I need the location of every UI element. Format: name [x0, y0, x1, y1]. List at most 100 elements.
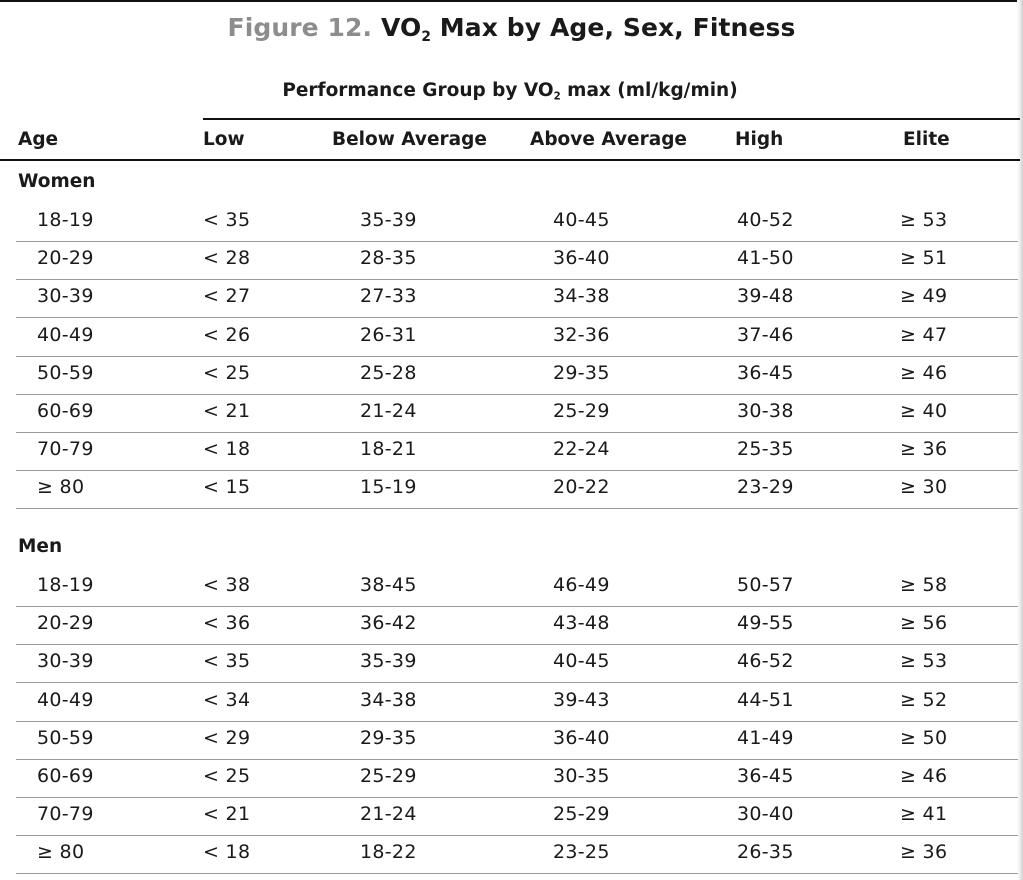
- cell-below-average: 27-33: [360, 285, 417, 308]
- cell-age: 30-39: [37, 650, 94, 673]
- cell-above-average: 30-35: [553, 765, 610, 787]
- row-divider: [16, 873, 1018, 874]
- header-rule: [0, 159, 1020, 161]
- cell-low: < 18: [203, 841, 251, 864]
- cell-above-average: 43-48: [553, 612, 610, 635]
- header-below-average: Below Average: [332, 129, 487, 150]
- cell-below-average: 25-28: [360, 361, 417, 384]
- top-border: [0, 0, 1023, 2]
- cell-above-average: 36-40: [553, 726, 610, 749]
- cell-below-average: 18-22: [360, 841, 417, 864]
- cell-above-average: 46-49: [553, 574, 610, 596]
- row-divider: [16, 508, 1018, 509]
- cell-low: < 26: [203, 323, 251, 346]
- cell-age: ≥ 80: [37, 841, 85, 864]
- page-edge-shadow: [1017, 0, 1023, 880]
- cell-high: 41-50: [737, 247, 794, 270]
- cell-below-average: 26-31: [360, 323, 417, 346]
- figure-label: Figure 12.: [227, 13, 373, 42]
- cell-elite: ≥ 58: [900, 574, 948, 596]
- cell-above-average: 32-36: [553, 323, 610, 346]
- cell-high: 46-52: [737, 650, 794, 673]
- cell-below-average: 28-35: [360, 247, 417, 270]
- table-row: 40-49 < 34 34-38 39-43 44-51 ≥ 52: [0, 689, 1023, 727]
- cell-low: < 27: [203, 285, 251, 308]
- cell-high: 23-29: [737, 476, 794, 499]
- cell-high: 26-35: [737, 841, 794, 864]
- figure-title: Figure 12. VO2 Max by Age, Sex, Fitness: [0, 13, 1023, 45]
- cell-age: 18-19: [37, 574, 94, 596]
- header-high: High: [735, 129, 784, 150]
- cell-elite: ≥ 51: [900, 247, 948, 270]
- header-elite: Elite: [903, 129, 950, 150]
- header-low: Low: [203, 129, 245, 150]
- cell-above-average: 25-29: [553, 400, 610, 422]
- row-divider: [16, 759, 1018, 760]
- row-divider: [16, 317, 1018, 318]
- cell-high: 36-45: [737, 765, 794, 787]
- table-row: 18-19 < 38 38-45 46-49 50-57 ≥ 58: [0, 574, 1023, 612]
- cell-below-average: 21-24: [360, 400, 417, 422]
- cell-below-average: 18-21: [360, 438, 417, 461]
- cell-elite: ≥ 52: [900, 688, 948, 711]
- cell-elite: ≥ 49: [900, 285, 948, 308]
- table-row: 30-39 < 35 35-39 40-45 46-52 ≥ 53: [0, 650, 1023, 688]
- cell-age: 20-29: [37, 612, 94, 635]
- cell-above-average: 39-43: [553, 688, 610, 711]
- table-row: 20-29 < 36 36-42 43-48 49-55 ≥ 56: [0, 612, 1023, 650]
- figure-title-text: VO2 Max by Age, Sex, Fitness: [381, 13, 796, 45]
- cell-elite: ≥ 53: [900, 209, 948, 231]
- cell-low: < 25: [203, 361, 251, 384]
- header-age: Age: [18, 129, 59, 150]
- cell-below-average: 25-29: [360, 765, 417, 787]
- cell-low: < 21: [203, 400, 251, 422]
- row-divider: [16, 279, 1018, 280]
- cell-age: 40-49: [37, 323, 94, 346]
- cell-low: < 29: [203, 726, 251, 749]
- cell-high: 36-45: [737, 361, 794, 384]
- cell-high: 39-48: [737, 285, 794, 308]
- table-row: 40-49 < 26 26-31 32-36 37-46 ≥ 47: [0, 324, 1023, 362]
- cell-age: 60-69: [37, 765, 94, 787]
- cell-age: 40-49: [37, 688, 94, 711]
- cell-age: 50-59: [37, 726, 94, 749]
- cell-high: 44-51: [737, 688, 794, 711]
- cell-age: ≥ 80: [37, 476, 85, 499]
- cell-above-average: 25-29: [553, 803, 610, 826]
- cell-above-average: 36-40: [553, 247, 610, 270]
- cell-high: 49-55: [737, 612, 794, 635]
- title-post: Max by Age, Sex, Fitness: [431, 13, 796, 42]
- row-divider: [16, 470, 1018, 471]
- cell-high: 30-40: [737, 803, 794, 826]
- row-divider: [16, 356, 1018, 357]
- row-divider: [16, 394, 1018, 395]
- table-row: 50-59 < 25 25-28 29-35 36-45 ≥ 46: [0, 362, 1023, 400]
- cell-low: < 21: [203, 803, 251, 826]
- title-subscript: 2: [421, 28, 431, 45]
- table-row: 70-79 < 21 21-24 25-29 30-40 ≥ 41: [0, 803, 1023, 841]
- table-row: 20-29 < 28 28-35 36-40 41-50 ≥ 51: [0, 247, 1023, 285]
- header-above-average: Above Average: [530, 129, 687, 150]
- performance-group-heading: Performance Group by VO2 max (ml/kg/min): [200, 80, 820, 102]
- cell-below-average: 35-39: [360, 650, 417, 673]
- cell-low: < 18: [203, 438, 251, 461]
- cell-low: < 25: [203, 765, 251, 787]
- cell-above-average: 34-38: [553, 285, 610, 308]
- cell-low: < 38: [203, 574, 251, 596]
- row-divider: [16, 835, 1018, 836]
- group-label-men: Men: [18, 536, 63, 557]
- row-divider: [16, 682, 1018, 683]
- cell-low: < 34: [203, 688, 251, 711]
- row-divider: [16, 797, 1018, 798]
- cell-high: 50-57: [737, 574, 794, 596]
- cell-below-average: 36-42: [360, 612, 417, 635]
- cell-above-average: 22-24: [553, 438, 610, 461]
- cell-above-average: 40-45: [553, 209, 610, 231]
- subtitle-post: max (ml/kg/min): [560, 80, 738, 101]
- table-row: 50-59 < 29 29-35 36-40 41-49 ≥ 50: [0, 727, 1023, 765]
- table-row: 60-69 < 21 21-24 25-29 30-38 ≥ 40: [0, 400, 1023, 438]
- cell-age: 70-79: [37, 438, 94, 461]
- cell-low: < 35: [203, 209, 251, 231]
- subtitle-pre: Performance Group by VO: [282, 80, 554, 101]
- cell-age: 18-19: [37, 209, 94, 231]
